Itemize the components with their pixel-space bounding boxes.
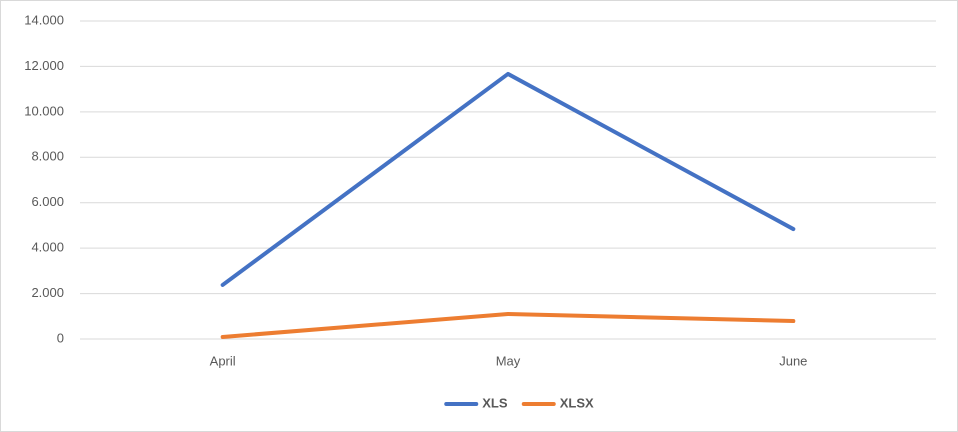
y-tick-label: 12.000 xyxy=(24,58,64,73)
y-tick-label: 2.000 xyxy=(31,285,64,300)
series-line xyxy=(220,71,796,287)
y-tick-label: 0 xyxy=(57,330,64,345)
legend-label: XLSX xyxy=(560,395,594,410)
y-tick-label: 14.000 xyxy=(24,12,64,27)
x-tick-label: May xyxy=(496,353,521,368)
y-tick-label: 4.000 xyxy=(31,240,64,255)
legend-label: XLS xyxy=(482,395,508,410)
series-line xyxy=(220,312,796,339)
y-tick-label: 8.000 xyxy=(31,149,64,164)
y-tick-label: 10.000 xyxy=(24,103,64,118)
y-tick-label: 6.000 xyxy=(31,194,64,209)
x-tick-label: April xyxy=(210,353,236,368)
x-tick-label: June xyxy=(779,353,807,368)
